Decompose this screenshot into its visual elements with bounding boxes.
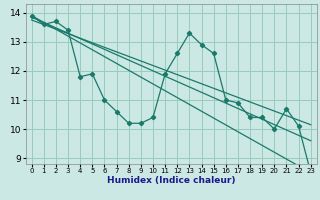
- X-axis label: Humidex (Indice chaleur): Humidex (Indice chaleur): [107, 176, 236, 185]
